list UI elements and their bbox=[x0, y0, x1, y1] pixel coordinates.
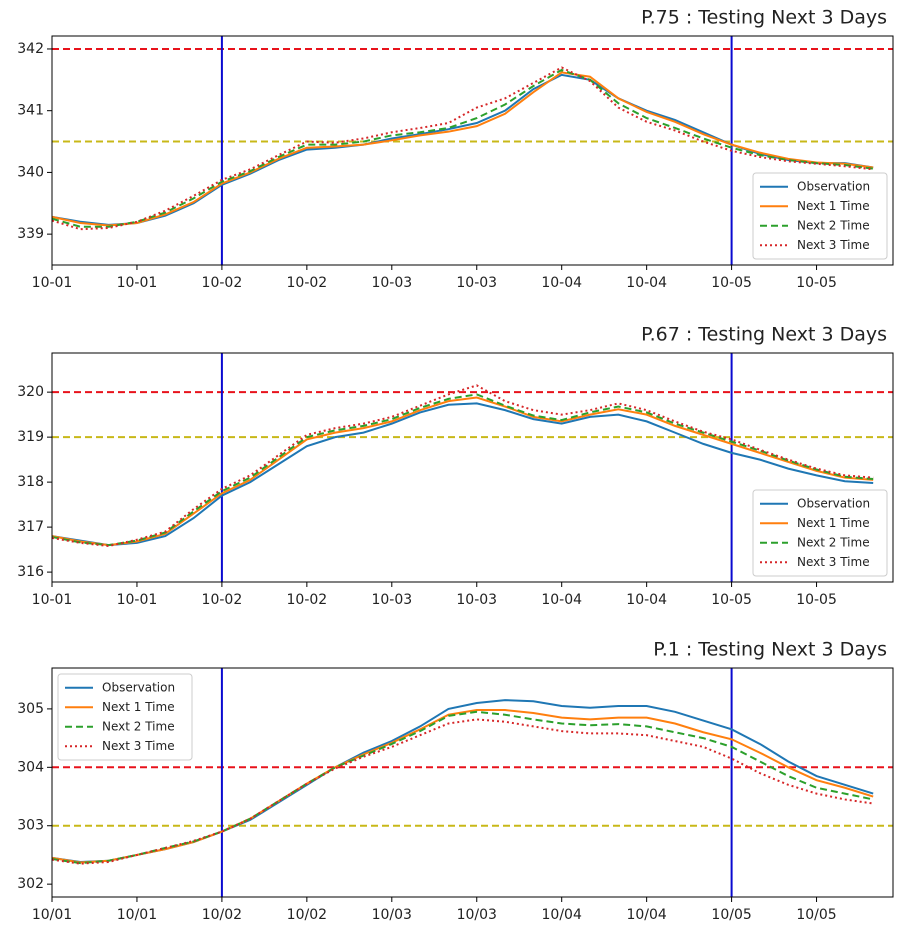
plot-area bbox=[52, 36, 893, 265]
legend-box bbox=[752, 172, 888, 260]
x-tick-label: 10-03 bbox=[371, 592, 412, 608]
x-tick-label: 10-01 bbox=[117, 275, 158, 291]
legend-label: Next 2 Time bbox=[797, 535, 870, 549]
y-tick-label: 302 bbox=[17, 876, 44, 892]
series-line bbox=[52, 393, 874, 547]
x-tick-label: 10-01 bbox=[117, 592, 158, 608]
x-tick-label: 10/04 bbox=[542, 907, 582, 923]
plot-area bbox=[52, 353, 893, 582]
x-tick-label: 10-03 bbox=[456, 592, 497, 608]
x-tick-label: 10-02 bbox=[287, 275, 328, 291]
x-tick-label: 10-02 bbox=[287, 592, 328, 608]
x-tick-label: 10-04 bbox=[626, 592, 667, 608]
series-line bbox=[52, 384, 874, 548]
y-tick-label: 339 bbox=[17, 226, 44, 242]
plot-area bbox=[52, 668, 893, 897]
x-tick-label: 10/03 bbox=[372, 907, 412, 923]
y-tick-label: 304 bbox=[17, 759, 44, 775]
axes-frame bbox=[51, 667, 894, 898]
chart-title: P.67 : Testing Next 3 Days bbox=[641, 324, 887, 346]
x-tick-label: 10/04 bbox=[626, 907, 666, 923]
legend-label: Next 2 Time bbox=[797, 218, 870, 232]
x-tick-label: 10-01 bbox=[32, 275, 73, 291]
y-tick-label: 340 bbox=[17, 164, 44, 180]
x-tick-label: 10-02 bbox=[202, 275, 243, 291]
x-tick-label: 10-04 bbox=[626, 275, 667, 291]
y-tick-label: 303 bbox=[17, 818, 44, 834]
y-tick-label: 317 bbox=[17, 519, 44, 535]
legend-label: Next 3 Time bbox=[102, 739, 175, 753]
x-tick-label: 10-04 bbox=[541, 275, 582, 291]
legend-box bbox=[752, 489, 888, 577]
legend-label: Next 2 Time bbox=[102, 719, 175, 733]
series-line bbox=[52, 71, 874, 227]
legend-label: Next 3 Time bbox=[797, 555, 870, 569]
x-tick-label: 10/05 bbox=[796, 907, 836, 923]
x-tick-label: 10/01 bbox=[32, 907, 72, 923]
x-tick-label: 10/02 bbox=[287, 907, 327, 923]
series-line bbox=[52, 66, 874, 231]
x-tick-label: 10-05 bbox=[711, 592, 752, 608]
x-tick-label: 10/03 bbox=[457, 907, 497, 923]
axes-frame bbox=[51, 35, 894, 266]
series-line bbox=[52, 402, 874, 547]
y-tick-label: 341 bbox=[17, 103, 44, 119]
x-tick-label: 10-01 bbox=[32, 592, 73, 608]
legend-label: Next 3 Time bbox=[797, 238, 870, 252]
axes-frame bbox=[51, 352, 894, 583]
y-tick-label: 305 bbox=[17, 701, 44, 717]
y-tick-label: 318 bbox=[17, 474, 44, 490]
x-tick-label: 10-02 bbox=[202, 592, 243, 608]
legend-label: Next 1 Time bbox=[797, 199, 870, 213]
series-line bbox=[52, 718, 874, 865]
legend-box bbox=[57, 673, 193, 761]
y-tick-label: 316 bbox=[17, 564, 44, 580]
series-line bbox=[52, 709, 874, 864]
series-line bbox=[52, 710, 874, 865]
x-tick-label: 10/01 bbox=[117, 907, 157, 923]
series-line bbox=[52, 396, 874, 547]
x-tick-label: 10-05 bbox=[711, 275, 752, 291]
y-tick-label: 320 bbox=[17, 384, 44, 400]
legend-label: Observation bbox=[102, 680, 175, 694]
x-tick-label: 10/02 bbox=[202, 907, 242, 923]
legend-label: Next 1 Time bbox=[102, 700, 175, 714]
y-tick-label: 319 bbox=[17, 429, 44, 445]
series-line bbox=[52, 68, 874, 228]
x-tick-label: 10-03 bbox=[371, 275, 412, 291]
x-tick-label: 10-04 bbox=[541, 592, 582, 608]
y-tick-label: 342 bbox=[17, 41, 44, 57]
x-tick-label: 10-05 bbox=[796, 592, 837, 608]
legend-label: Next 1 Time bbox=[797, 516, 870, 530]
x-tick-label: 10-05 bbox=[796, 275, 837, 291]
x-tick-label: 10-03 bbox=[456, 275, 497, 291]
legend-label: Observation bbox=[797, 496, 870, 510]
x-tick-label: 10/05 bbox=[711, 907, 751, 923]
chart-title: P.75 : Testing Next 3 Days bbox=[641, 7, 887, 29]
chart-title: P.1 : Testing Next 3 Days bbox=[653, 639, 887, 661]
legend-label: Observation bbox=[797, 179, 870, 193]
